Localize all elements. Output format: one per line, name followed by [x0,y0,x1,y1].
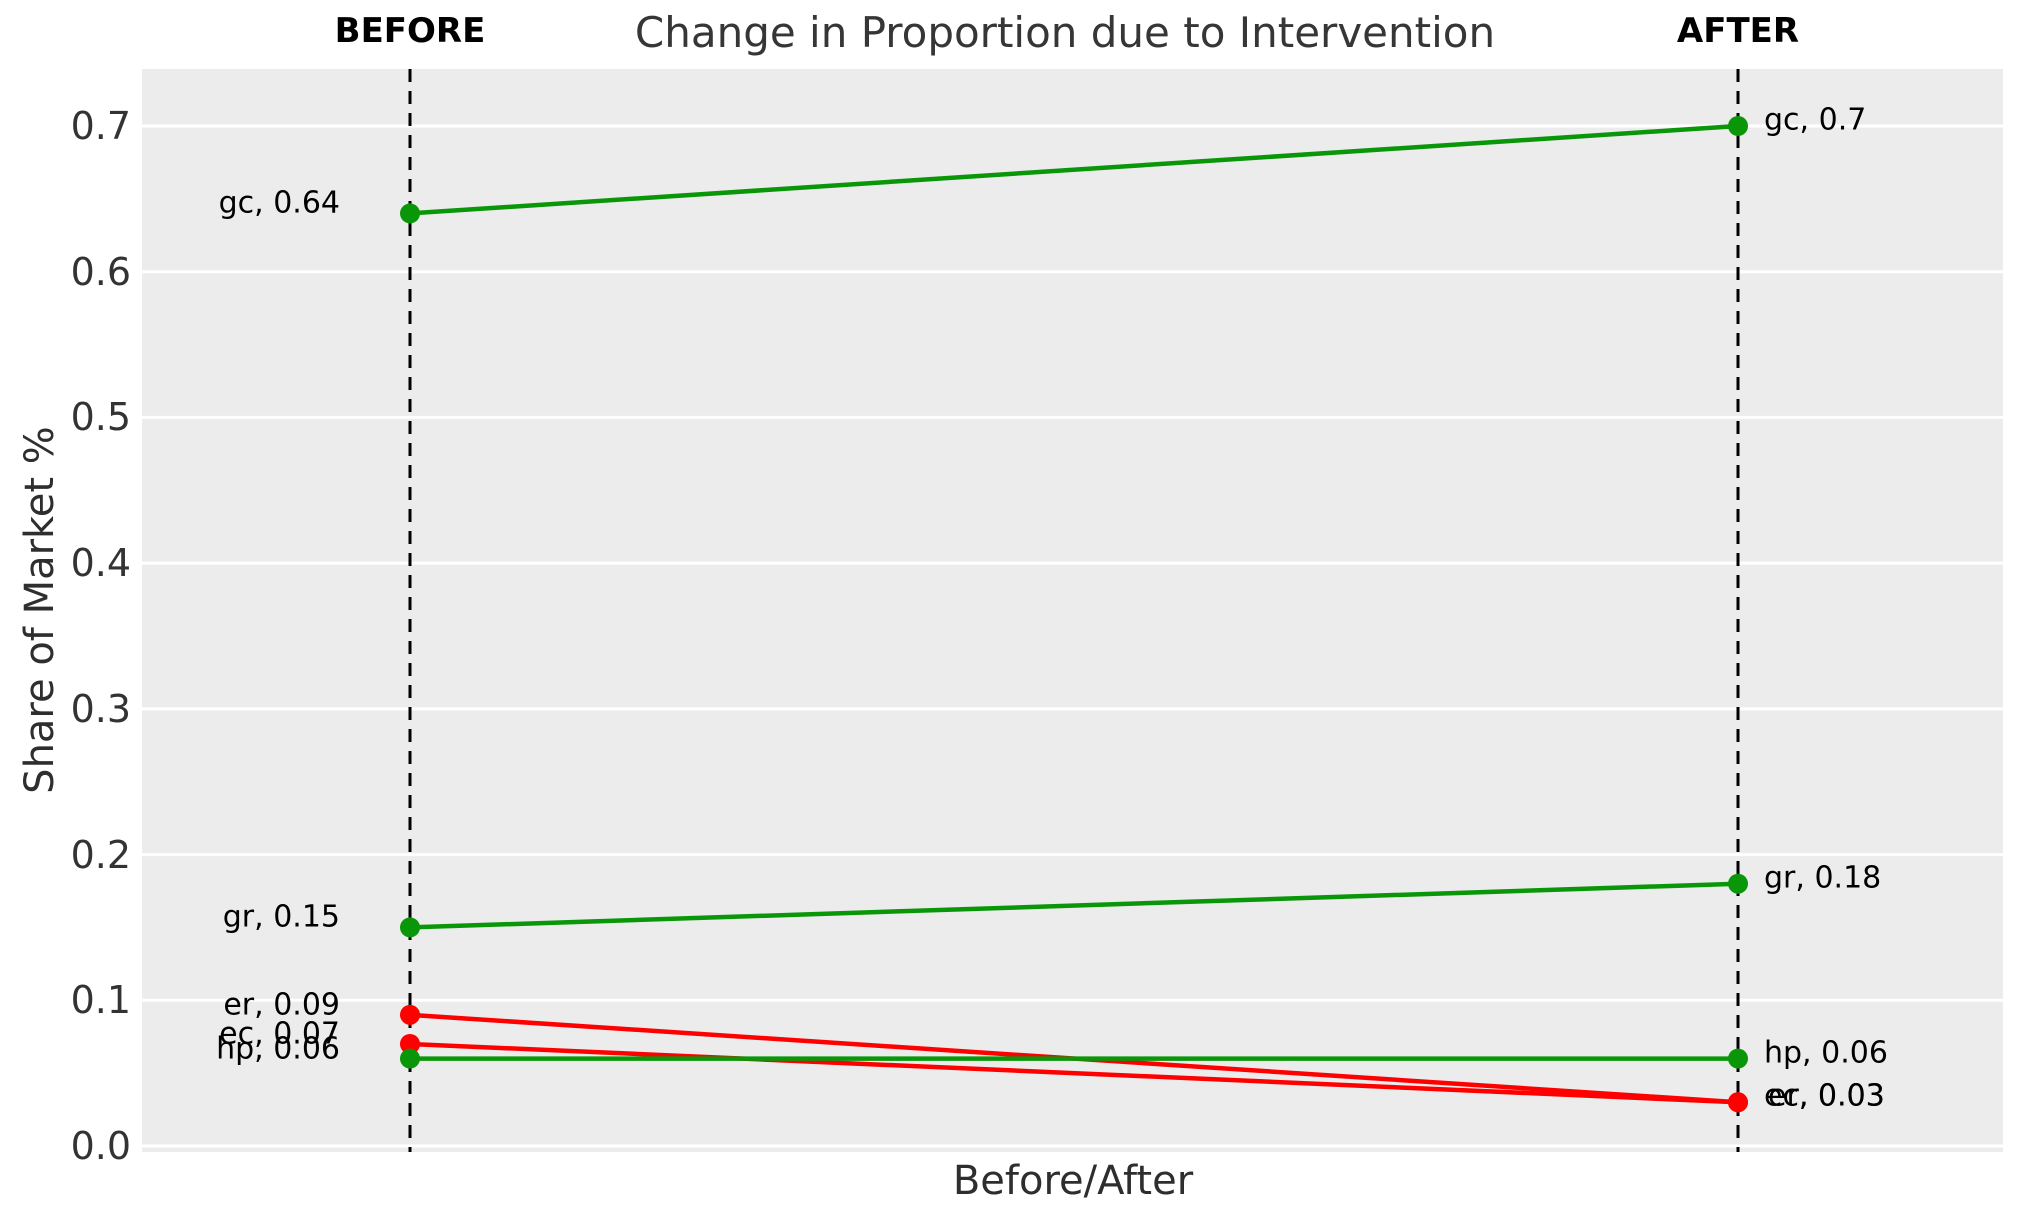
point-ec-after [1728,1092,1748,1113]
chart-title: Change in Proportion due to Intervention [634,8,1496,57]
series-line-gc [409,123,1739,216]
point-hp-before [400,1048,420,1069]
point-hp-after [1728,1048,1748,1069]
label-er-before: er, 0.09 [223,987,340,1023]
label-ec-before: ec, 0.07 [219,1016,340,1052]
y-tick-label-0.5: 0.5 [70,395,131,440]
series-line-gr [409,881,1739,930]
series-line-ec [409,1041,1739,1105]
label-gr-after: gr, 0.18 [1764,860,1882,896]
label-hp-before: hp, 0.06 [216,1031,340,1067]
label-gr-before: gr, 0.15 [222,899,340,935]
y-tick-label-0.3: 0.3 [70,686,131,731]
point-gr-before [400,917,420,938]
label-gc-before: gc, 0.64 [218,185,340,221]
x-axis-label: Before/After [952,1158,1194,1204]
y-tick-label-0.2: 0.2 [70,832,131,877]
label-er-after: er, 0.03 [1768,1078,1885,1114]
plot-area [142,69,2003,1152]
y-tick-label-0.4: 0.4 [70,541,131,586]
y-tick-label-0.7: 0.7 [70,104,131,148]
point-er-before [400,1004,420,1025]
point-gc-before [400,203,420,224]
point-gc-after [1728,116,1748,136]
label-ec-after: ec, 0.03 [1764,1078,1885,1114]
point-ec-before [400,1034,420,1054]
y-tick-label-0.1: 0.1 [70,978,131,1023]
y-tick-label-0.0: 0.0 [70,1124,131,1168]
label-gc-after: gc, 0.7 [1764,102,1867,138]
column-header-after: AFTER [1676,11,1800,51]
y-tick-label-0.6: 0.6 [70,249,131,294]
label-hp-after: hp, 0.06 [1764,1035,1888,1071]
column-header-before: BEFORE [334,11,486,51]
point-gr-after [1728,873,1748,894]
